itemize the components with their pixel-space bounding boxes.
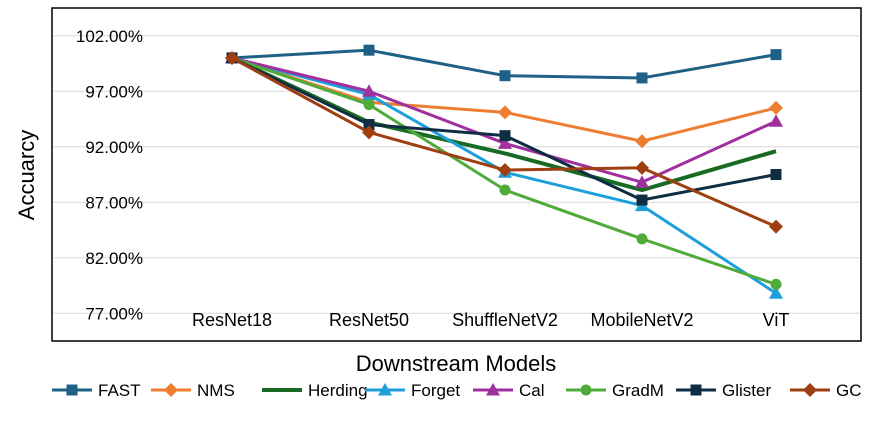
- legend-item: GradM: [566, 381, 664, 400]
- legend-label: GC: [836, 381, 862, 400]
- data-point: [580, 384, 592, 396]
- data-point: [635, 160, 649, 175]
- legend-label: Herding: [308, 381, 368, 400]
- data-point: [803, 383, 817, 397]
- data-point: [769, 114, 783, 127]
- data-point: [362, 125, 376, 140]
- data-point: [499, 130, 511, 142]
- series-lines: [225, 44, 783, 299]
- y-tick-label: 77.00%: [85, 304, 143, 323]
- legend-item: Forget: [365, 381, 460, 400]
- data-point: [363, 119, 375, 131]
- x-tick-label: MobileNetV2: [590, 310, 693, 330]
- x-tick-labels: ResNet18 ResNet50 ShuffleNetV2 MobileNetV2 V…: [192, 310, 789, 330]
- data-point: [225, 50, 239, 65]
- x-axis-title: Downstream Models: [356, 351, 557, 376]
- data-point: [362, 84, 376, 97]
- data-point: [498, 163, 512, 178]
- legend-label: FAST: [98, 381, 141, 400]
- data-point: [636, 72, 648, 84]
- legend-label: Forget: [411, 381, 460, 400]
- legend-item: GC: [790, 381, 862, 400]
- legend-item: Cal: [473, 381, 545, 400]
- legend-label: NMS: [197, 381, 235, 400]
- data-point: [486, 383, 500, 396]
- gridlines: [53, 35, 860, 314]
- y-tick-labels: 77.00% 82.00% 87.00% 92.00% 97.00% 102.00%: [76, 27, 143, 324]
- data-point: [690, 384, 702, 396]
- data-point: [164, 383, 178, 397]
- x-tick-label: ResNet18: [192, 310, 272, 330]
- data-point: [769, 100, 783, 115]
- legend-label: GradM: [612, 381, 664, 400]
- data-point: [498, 105, 512, 120]
- y-tick-label: 82.00%: [85, 249, 143, 268]
- plot-area: [51, 7, 862, 342]
- legend-label: Cal: [519, 381, 545, 400]
- x-tick-label: ResNet50: [329, 310, 409, 330]
- data-point: [499, 70, 511, 82]
- y-tick-label: 92.00%: [85, 138, 143, 157]
- data-point: [770, 49, 782, 61]
- y-tick-label: 87.00%: [85, 193, 143, 212]
- data-point: [770, 278, 782, 290]
- data-point: [635, 175, 649, 188]
- data-point: [769, 286, 783, 299]
- data-point: [378, 383, 392, 396]
- x-tick-label: ViT: [763, 310, 790, 330]
- data-point: [499, 184, 511, 196]
- data-point: [498, 136, 512, 149]
- y-tick-label: 97.00%: [85, 82, 143, 101]
- data-point: [363, 44, 375, 56]
- x-tick-label: ShuffleNetV2: [452, 310, 558, 330]
- data-point: [769, 219, 783, 234]
- data-point: [363, 99, 375, 111]
- y-tick-label: 102.00%: [76, 27, 143, 46]
- data-point: [636, 233, 648, 245]
- legend-item: Herding: [262, 381, 368, 400]
- series-gc: [225, 50, 783, 234]
- legend-item: FAST: [52, 381, 141, 400]
- data-point: [635, 134, 649, 149]
- y-axis-title: Accuarcy: [14, 130, 39, 220]
- legend: FAST NMS Herding Forget Cal GradM Glister GC: [52, 381, 862, 400]
- legend-label: Glister: [722, 381, 771, 400]
- data-point: [636, 194, 648, 206]
- legend-item: Glister: [676, 381, 771, 400]
- data-point: [66, 384, 78, 396]
- legend-item: NMS: [151, 381, 235, 400]
- data-point: [770, 169, 782, 180]
